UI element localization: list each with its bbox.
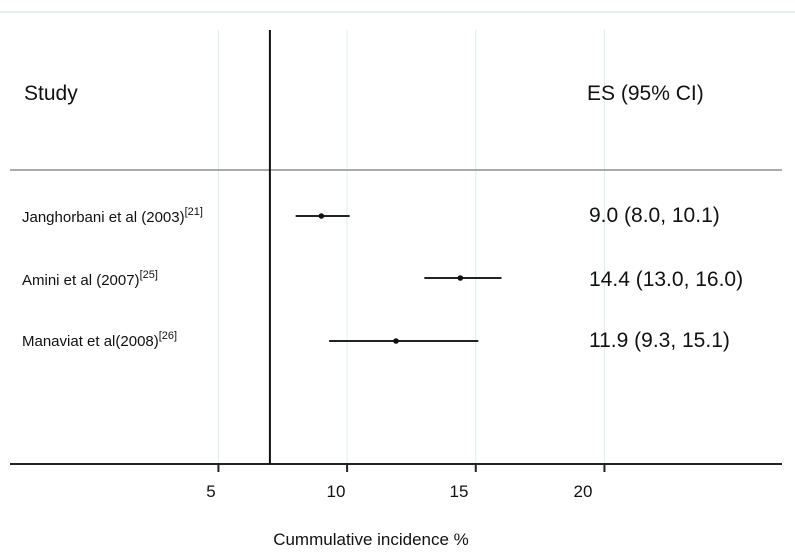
reference-number: [25] <box>139 269 158 281</box>
gridlines <box>217 30 605 464</box>
point-estimate <box>318 213 325 219</box>
x-tick-label: 20 <box>573 482 593 501</box>
study-label-amini: Amini et al (2007)[25] <box>22 269 158 289</box>
point-estimate <box>393 338 399 344</box>
study-name: Amini et al (2007) <box>22 272 140 289</box>
point-estimate <box>457 275 464 281</box>
study-label-manaviat: Manaviat et al(2008)[26] <box>22 330 178 350</box>
es-value-manaviat: 11.9 (9.3, 15.1) <box>589 329 730 352</box>
study-column-header: Study <box>24 82 78 105</box>
es-column-header: ES (95% CI) <box>587 82 704 105</box>
reference-number: [21] <box>184 206 203 218</box>
es-value-janghorbani: 9.0 (8.0, 10.1) <box>589 204 720 227</box>
x-axis-ticks <box>217 464 606 472</box>
x-axis-label: Cummulative incidence % <box>273 530 469 549</box>
study-label-janghorbani: Janghorbani et al (2003)[21] <box>22 206 203 226</box>
study-name: Manaviat et al(2008) <box>22 333 159 350</box>
reference-number: [26] <box>158 330 178 342</box>
x-tick-label: 5 <box>206 482 216 501</box>
es-value-amini: 14.4 (13.0, 16.0) <box>589 268 744 291</box>
x-tick-label: 15 <box>449 482 469 501</box>
study-name: Janghorbani et al (2003) <box>22 209 185 226</box>
confidence-intervals <box>295 213 502 344</box>
x-tick-label: 10 <box>326 482 346 501</box>
